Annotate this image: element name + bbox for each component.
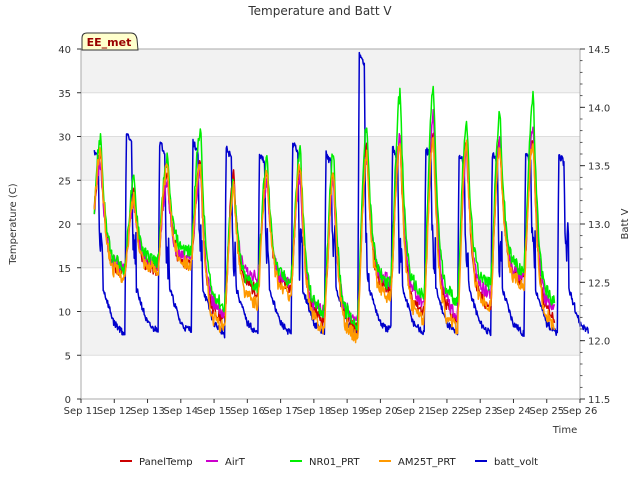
x-tick-label: Sep 22	[430, 406, 465, 417]
y-axis-label: Temperature (C)	[8, 183, 19, 265]
x-tick-label: Sep 15	[197, 406, 232, 417]
station-label-shape	[81, 32, 139, 51]
y2-axis-ticks: 11.5 12.0 12.5 13.0 13.5 14.0 14.5	[580, 45, 610, 406]
background-band	[81, 224, 580, 268]
background-band	[81, 49, 580, 93]
legend-label-airt: AirT	[225, 457, 246, 468]
x-tick-label: Sep 19	[330, 406, 365, 417]
y-tick-label: 20	[58, 220, 71, 231]
x-tick-label: Sep 11	[64, 406, 99, 417]
x-tick-label: Sep 26	[563, 406, 598, 417]
y2-tick-label: 12.5	[588, 278, 610, 289]
x-tick-label: Sep 23	[463, 406, 498, 417]
y-tick-label: 30	[58, 133, 71, 144]
station-label-box: EE_met	[81, 32, 139, 51]
background-band	[81, 267, 580, 312]
y-tick-label: 25	[58, 176, 71, 187]
series-line-am25t-prt	[93, 136, 556, 344]
x-tick-label: Sep 12	[97, 406, 132, 417]
station-label: EE_met	[87, 36, 132, 49]
legend-label-am25t-prt: AM25T_PRT	[398, 457, 457, 468]
x-tick-label: Sep 16	[230, 406, 265, 417]
background-band	[81, 355, 580, 399]
series-line-nr01-prt	[93, 85, 556, 331]
y-tick-label: 35	[58, 89, 71, 100]
y2-tick-label: 14.0	[588, 103, 610, 114]
x-axis-label: Time	[552, 425, 577, 436]
y-tick-label: 5	[65, 351, 71, 362]
x-tick-label: Sep 13	[130, 406, 165, 417]
legend: PanelTemp AirT NR01_PRT AM25T_PRT batt_volt	[120, 457, 538, 468]
y2-tick-label: 11.5	[588, 395, 610, 406]
legend-label-batt-volt: batt_volt	[494, 457, 538, 468]
y-axis-ticks: 0 5 10 15 20 25 30 35 40	[58, 45, 81, 406]
y-tick-label: 40	[58, 45, 71, 56]
x-tick-label: Sep 14	[163, 406, 198, 417]
legend-label-nr01-prt: NR01_PRT	[309, 457, 360, 468]
series-lines	[93, 51, 590, 344]
x-tick-label: Sep 24	[496, 406, 531, 417]
y-tick-label: 0	[65, 395, 71, 406]
x-tick-label: Sep 17	[263, 406, 298, 417]
y-tick-label: 15	[58, 264, 71, 275]
y2-axis-label: Batt V	[620, 208, 631, 239]
chart-title: Temperature and Batt V	[247, 4, 392, 18]
y-tick-label: 10	[58, 308, 71, 319]
x-tick-label: Sep 20	[363, 406, 398, 417]
x-tick-label: Sep 25	[529, 406, 564, 417]
y2-tick-label: 13.0	[588, 220, 610, 231]
y2-tick-label: 14.5	[588, 45, 610, 56]
y2-tick-label: 12.0	[588, 337, 610, 348]
background-band	[81, 92, 580, 137]
x-tick-label: Sep 18	[296, 406, 331, 417]
legend-label-paneltemp: PanelTemp	[139, 457, 193, 468]
background-band	[81, 311, 580, 356]
y2-tick-label: 13.5	[588, 162, 610, 173]
x-tick-label: Sep 21	[396, 406, 431, 417]
